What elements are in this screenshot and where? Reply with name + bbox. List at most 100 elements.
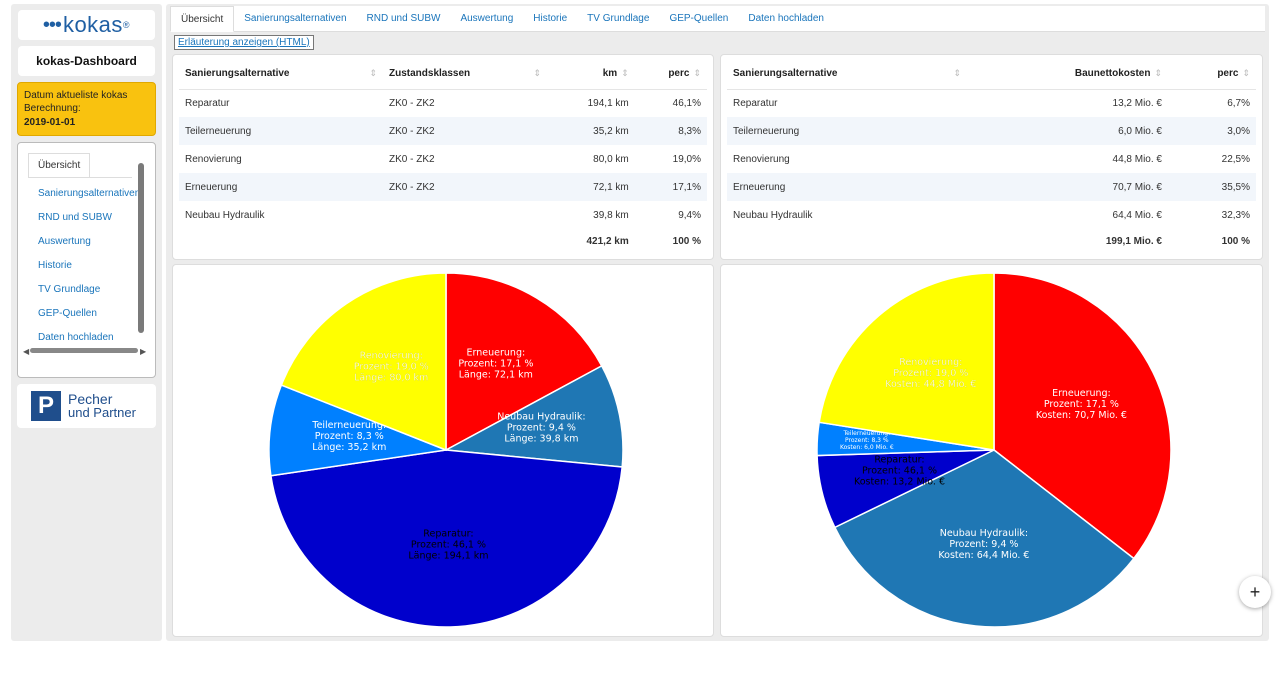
cell: Neubau Hydraulik [185,209,265,221]
cost-pie-panel: Erneuerung: Prozent: 17,1 % Kosten: 70,7 M… [720,264,1263,637]
cell: ZK0 - ZK2 [389,97,435,109]
tab-gep-quellen[interactable]: GEP-Quellen [669,13,729,24]
pie-label-line: Erneuerung: [1052,388,1111,399]
pie-label-line: Länge: 194,1 km [408,550,488,561]
pie-label-line: Erneuerung: [467,347,526,358]
table-row: Neubau Hydraulik 39,8 km 9,4% [179,201,707,229]
cell: 17,1% [634,173,707,201]
col-header-km[interactable]: km ⇕ [547,59,635,90]
pie-slice-erneuerung[interactable] [445,272,603,452]
sidebar-item-sanierungsalternativen[interactable]: Sanierungsalternativen [38,188,141,199]
pie-label: Neubau Hydraulik: Prozent: 9,4 % Kosten: 6… [938,528,1029,561]
calc-date-label: Datum aktueliste kokas Berechnung: [24,90,128,114]
sort-icon[interactable]: ⇕ [533,68,541,79]
cell: 199,1 Mio. € [1105,235,1162,247]
help-link[interactable]: Erläuterung anzeigen (HTML) [174,35,314,50]
pie-label-line: Prozent: 46,1 % [862,465,937,476]
scroll-right-icon[interactable]: ▶ [140,347,147,356]
cell: Neubau Hydraulik [733,209,813,221]
sort-icon[interactable]: ⇕ [1154,68,1162,79]
col-header-sanierungsalternative[interactable]: Sanierungsalternative ⇕ [727,59,967,90]
sidebar: ••• kokas ® kokas-Dashboard Datum aktuel… [11,4,162,641]
sidebar-item-rnd-subw[interactable]: RND und SUBW [38,212,112,223]
sidebar-item-tv-grundlage[interactable]: TV Grundlage [38,284,101,295]
pie-slice-erneuerung[interactable] [993,272,1172,560]
sort-icon[interactable]: ⇕ [621,68,629,79]
cell: 70,7 Mio. € [967,173,1168,201]
sidebar-horizontal-scrollbar[interactable] [30,348,138,353]
cell: 32,3% [1221,209,1250,221]
cell [383,229,547,253]
cell: ZK0 - ZK2 [389,153,435,165]
tab-uebersicht[interactable]: Übersicht [170,6,235,32]
tab-historie[interactable]: Historie [533,13,568,24]
sidebar-item-historie[interactable]: Historie [38,260,72,271]
pie-slice-neubau-hydraulik[interactable] [833,449,1135,628]
dashboard-title: kokas-Dashboard [18,46,155,76]
cell: Teilerneuerung [727,117,967,145]
cell: Erneuerung [727,173,967,201]
sidebar-item-daten-hochladen[interactable]: Daten hochladen [38,332,114,343]
sidebar-item-gep-quellen[interactable]: GEP-Quellen [38,308,97,319]
sort-icon[interactable]: ⇕ [953,68,961,79]
scroll-left-icon[interactable]: ◀ [23,347,30,356]
pie-slice-teilerneuerung[interactable] [268,384,449,477]
table-row: Reparatur 13,2 Mio. € 6,7% [727,89,1256,117]
tab-daten-hochladen[interactable]: Daten hochladen [748,13,824,24]
pie-label-line: Kosten: 64,4 Mio. € [938,550,1029,561]
sidebar-vertical-scrollbar[interactable] [138,163,144,333]
pie-label: Teilerneuerung: Prozent: 8,3 % Kosten: 6,0… [840,430,894,451]
pie-label-line: Kosten: 44,8 Mio. € [885,379,976,390]
table-row: Reparatur ZK0 - ZK2 194,1 km 46,1% [179,89,707,117]
cell: 13,2 Mio. € [1112,97,1162,109]
tab-auswertung[interactable]: Auswertung [460,13,514,24]
pie-label-line: Prozent: 17,1 % [458,358,533,369]
col-header-zustandsklassen[interactable]: Zustandsklassen ⇕ [383,59,547,90]
cell: 39,8 km [593,209,629,221]
sidebar-item-auswertung[interactable]: Auswertung [38,236,91,247]
pie-label-line: Prozent: 19,0 % [354,362,429,373]
col-header-perc[interactable]: perc ⇕ [1168,59,1256,90]
cell: ZK0 - ZK2 [383,173,547,201]
cell: 44,8 Mio. € [1112,153,1162,165]
tab-sanierungsalternativen[interactable]: Sanierungsalternativen [244,13,347,24]
sort-icon[interactable]: ⇕ [369,68,377,79]
tab-tv-grundlage[interactable]: TV Grundlage [587,13,650,24]
sort-icon[interactable]: ⇕ [693,68,701,79]
pie-label: Renovierung: Prozent: 19,0 % Länge: 80,0 k… [354,351,429,384]
cell: 194,1 km [587,97,629,109]
partner-text: Pecher und Partner [68,392,136,420]
pie-slice-reparatur[interactable] [270,449,624,628]
tab-rnd-subw[interactable]: RND und SUBW [366,13,441,24]
col-header-sanierungsalternative[interactable]: Sanierungsalternative ⇕ [179,59,383,90]
pie-label-line: Prozent: 9,4 % [507,423,576,434]
pie-slice-renovierung[interactable] [818,272,995,451]
sidebar-item-uebersicht[interactable]: Übersicht [28,153,91,177]
table-row: Renovierung ZK0 - ZK2 80,0 km 19,0% [179,145,707,173]
cell: 19,0% [672,153,701,165]
cost-table-panel: Sanierungsalternative ⇕ Baunettokosten ⇕ p… [720,54,1263,260]
pie-label: Reparatur: Prozent: 46,1 % Kosten: 13,2 Mi… [854,454,945,487]
pie-label-line: Kosten: 13,2 Mio. € [854,476,945,487]
km-pie-panel: Erneuerung: Prozent: 17,1 % Länge: 72,1 km… [172,264,714,637]
pie-label-line: Teilerneuerung: [311,420,386,431]
pie-label-line: Renovierung: [360,351,423,362]
cell: 35,2 km [547,117,635,145]
main-tabs: Übersicht Sanierungsalternativen RND und… [170,6,1265,32]
cell [179,229,383,253]
pie-label-line: Neubau Hydraulik: [940,528,1028,539]
kokas-logo: ••• kokas ® [18,10,155,40]
col-header-perc[interactable]: perc ⇕ [634,59,707,90]
logo-text: kokas [62,12,123,37]
sort-icon[interactable]: ⇕ [1242,68,1250,79]
pie-label-line: Länge: 72,1 km [459,369,533,380]
cell: Teilerneuerung [179,117,383,145]
pie-label-line: Prozent: 17,1 % [1044,399,1119,410]
cell: 80,0 km [593,153,629,165]
cost-pie-chart: Erneuerung: Prozent: 17,1 % Kosten: 70,7 M… [816,272,1172,628]
pecher-p-icon: P [31,391,61,421]
pie-slice-renovierung[interactable] [280,272,447,452]
plus-icon[interactable]: + [1239,576,1271,608]
col-header-baunettokosten[interactable]: Baunettokosten ⇕ [967,59,1168,90]
pie-slice-neubau-hydraulik[interactable] [443,364,624,468]
